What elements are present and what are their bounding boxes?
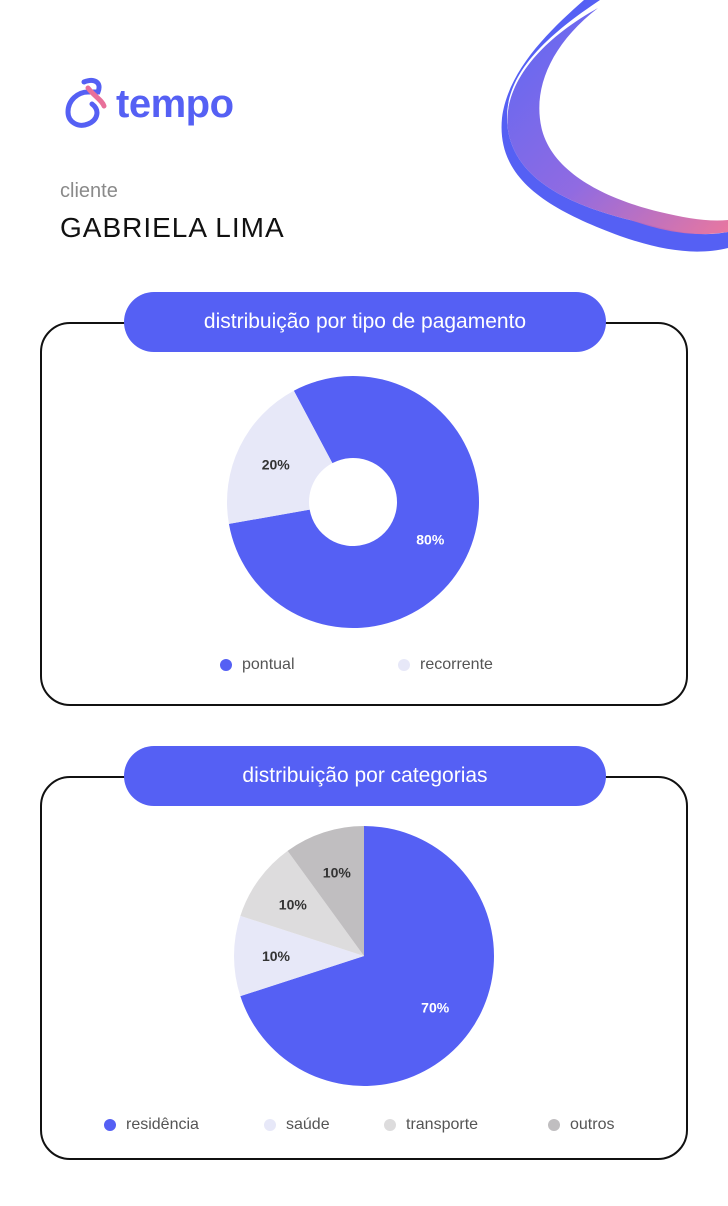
data-label-outros: 10% — [323, 864, 352, 880]
legend-label: residência — [126, 1116, 199, 1133]
client-label: cliente — [60, 180, 118, 202]
decorative-wave-shape — [501, 0, 728, 252]
slice-transporte — [240, 850, 364, 956]
slice-residência — [240, 826, 494, 1086]
categories-title: distribuição por categorias — [124, 746, 606, 806]
legend-dot — [384, 1119, 396, 1131]
legend-label: transporte — [406, 1116, 479, 1133]
tempo-logo-icon — [65, 77, 107, 128]
legend-item-recorrente: recorrente — [398, 656, 493, 674]
brand: tempo — [58, 76, 234, 132]
data-label-transporte: 10% — [279, 896, 308, 912]
payment-type-donut-chart: 80% 20% — [227, 376, 479, 628]
legend-item-saúde: saúde — [264, 1116, 330, 1134]
data-label-saúde: 10% — [262, 948, 291, 964]
slice-saúde — [234, 915, 364, 997]
legend-label: recorrente — [420, 656, 493, 673]
data-label-recorrente: 20% — [262, 456, 291, 472]
legend-dot — [264, 1119, 276, 1131]
legend-label: pontual — [242, 656, 295, 673]
payment-type-title: distribuição por tipo de pagamento — [124, 292, 606, 352]
legend-item-residência: residência — [104, 1116, 199, 1134]
slice-pontual — [228, 376, 479, 628]
legend-item-outros: outros — [548, 1116, 614, 1134]
slice-outros — [287, 826, 364, 956]
legend-dot — [398, 659, 410, 671]
categories-pie-chart: 70% 10% 10% 10% — [234, 826, 494, 1086]
legend-item-transporte: transporte — [384, 1116, 478, 1134]
legend-dot — [104, 1119, 116, 1131]
data-label-pontual: 80% — [416, 532, 445, 548]
data-label-residência: 70% — [421, 1000, 450, 1016]
legend-item-pontual: pontual — [220, 656, 295, 674]
legend-dot — [220, 659, 232, 671]
legend-dot — [548, 1119, 560, 1131]
client-name: GABRIELA LIMA — [60, 212, 285, 243]
legend-label: outros — [570, 1116, 615, 1133]
brand-name: tempo — [116, 82, 234, 126]
slice-recorrente — [227, 390, 333, 524]
legend-label: saúde — [286, 1116, 330, 1133]
